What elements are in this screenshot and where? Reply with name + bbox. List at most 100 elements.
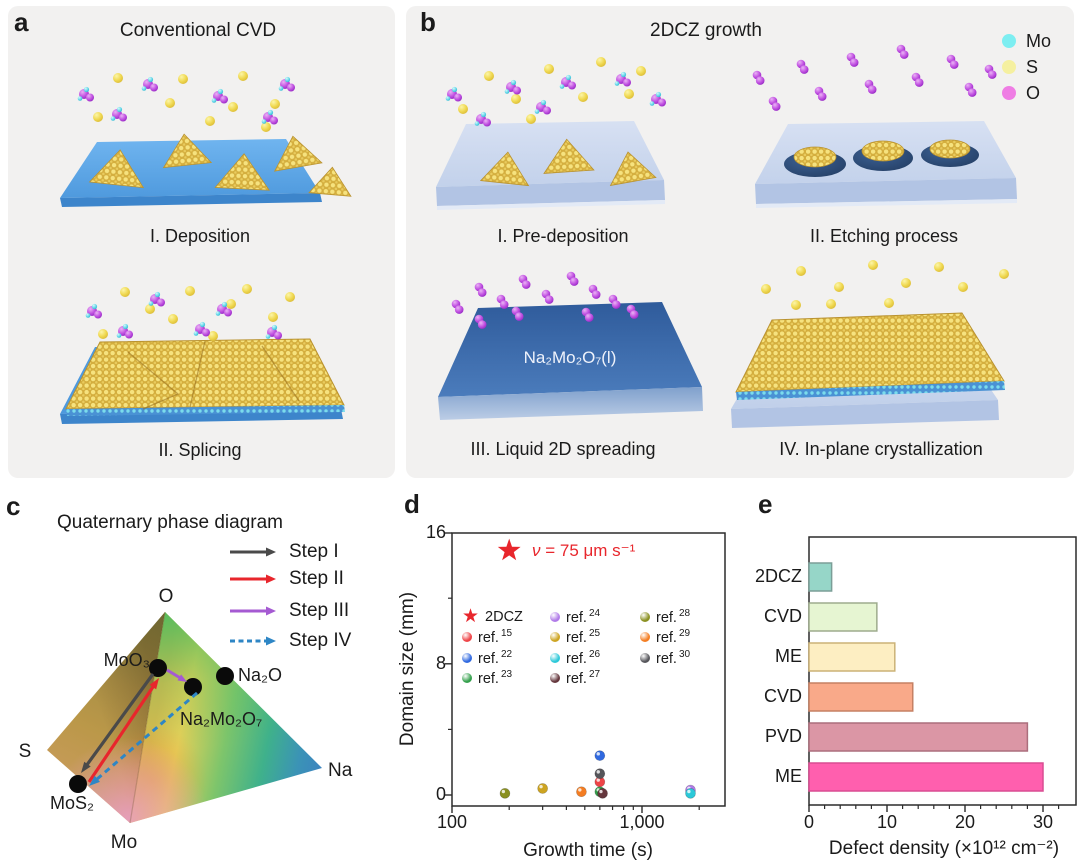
e-category-label: PVD — [764, 726, 802, 746]
caption-crystallization: IV. In-plane crystallization — [779, 439, 983, 459]
step-legend-item: Step I — [228, 541, 339, 562]
ref-dot-icon — [550, 611, 560, 622]
grain-boundaries — [127, 340, 300, 410]
compound-moo3: MoO₃ — [103, 650, 150, 670]
atom-legend-label: O — [1026, 82, 1041, 103]
oxide-molecule — [278, 76, 295, 92]
caption-predeposition: I. Pre-deposition — [497, 226, 629, 246]
defect-density-chart — [808, 536, 1077, 812]
ref-label: ref. 24 — [566, 607, 601, 626]
oxygen-molecule — [581, 307, 594, 322]
vertex-o: O — [158, 586, 174, 607]
oxide-molecule — [211, 88, 228, 104]
bar-pvd-4 — [808, 722, 1029, 752]
bar-me-2 — [808, 642, 896, 672]
gas-molecules — [77, 44, 1009, 341]
d-xtick-label: 100 — [436, 812, 468, 832]
bar-cvd-3 — [808, 682, 914, 712]
o-atom-icon — [1002, 86, 1016, 100]
ref-legend-item: ref. 23 — [462, 669, 513, 687]
ref-label: ref. 26 — [566, 648, 601, 667]
oxide-molecule — [265, 324, 282, 340]
oxide-molecule — [614, 71, 631, 87]
panel-e-label: e — [758, 489, 773, 519]
e-category-label: CVD — [763, 686, 802, 706]
d-ytick-label: 0 — [435, 784, 446, 804]
oxide-molecule — [141, 76, 158, 92]
oxygen-molecule — [566, 271, 579, 286]
panel-a-label: a — [14, 7, 29, 37]
oxide-molecule — [85, 303, 102, 319]
step-legend-label: Step IV — [289, 630, 352, 651]
crystal-flake — [162, 133, 213, 169]
step-arrow-icon — [230, 547, 276, 557]
ref-dot-icon — [462, 632, 472, 642]
ref-label: ref. 27 — [566, 669, 601, 687]
ref-dot-icon — [640, 632, 650, 642]
crystal-flakes — [88, 133, 657, 197]
point-mos2 — [69, 775, 87, 793]
point-na2o — [216, 667, 234, 685]
oxygen-molecule — [964, 82, 977, 97]
step-arrow-icon — [230, 606, 276, 616]
atom-legend-label: S — [1026, 56, 1039, 77]
vertex-s: S — [18, 741, 32, 762]
e-category-label: 2DCZ — [754, 566, 802, 586]
oxide-molecule — [116, 323, 133, 339]
scatter-point-ref-29 — [576, 786, 587, 798]
ref-label: ref. 28 — [656, 607, 691, 626]
ref-dot-icon — [462, 652, 472, 663]
caption-splicing: II. Splicing — [158, 440, 242, 460]
ref-label: ref. 23 — [478, 669, 513, 687]
phase-diagram-title: Quaternary phase diagram — [56, 512, 283, 533]
e-xtick-label: 30 — [1032, 812, 1054, 832]
e-category-label: ME — [775, 766, 802, 786]
oxygen-molecule — [896, 44, 909, 59]
d-ytick-label: 8 — [435, 652, 446, 673]
ref-legend-item: ref. 27 — [550, 669, 601, 687]
oxygen-molecule — [474, 282, 487, 297]
ref-legend-item: ref. 30 — [640, 649, 690, 666]
scene-a-splicing — [60, 338, 345, 424]
ref-legend-item: ref. 25 — [550, 628, 600, 646]
oxygen-molecule — [814, 86, 827, 101]
atom-legend-item: O — [1002, 82, 1041, 103]
caption-deposition: I. Deposition — [149, 226, 251, 246]
d-xlabel: Growth time (s) — [523, 840, 653, 861]
d-xtick-label: 1,000 — [619, 812, 665, 832]
liquid-formula-label: Na₂Mo₂O₇(l) — [523, 348, 617, 367]
step-legend-label: Step I — [289, 541, 339, 562]
panel-a-title: Conventional CVD — [119, 20, 277, 41]
legend-2dcz-label: 2DCZ — [485, 608, 523, 625]
ref-dot-icon — [550, 673, 560, 683]
caption-etching: II. Etching process — [809, 226, 959, 246]
scatter-point-ref-26 — [685, 788, 696, 799]
oxygen-molecule — [984, 64, 997, 79]
bar-me-5 — [808, 762, 1044, 792]
oxygen-molecule — [608, 294, 621, 309]
atom-legend-item: S — [1002, 56, 1039, 77]
oxide-molecule — [649, 91, 666, 107]
crystal-flake — [609, 151, 657, 186]
vertex-mo: Mo — [110, 832, 138, 853]
step-legend-item: Step III — [228, 600, 350, 621]
e-category-label: ME — [775, 646, 802, 666]
step-legend-label: Step III — [289, 600, 350, 621]
step-arrows — [81, 668, 198, 786]
atom-legend-label: Mo — [1026, 30, 1052, 51]
oxygen-molecule — [588, 284, 601, 299]
oxide-molecule — [215, 301, 232, 317]
oxygen-molecule — [864, 79, 877, 94]
nu-symbol: ν — [532, 541, 541, 560]
vertex-na: Na — [328, 760, 353, 781]
oxide-molecule — [559, 74, 576, 90]
e-category-label: CVD — [763, 606, 802, 626]
scatter-point-ref-30 — [594, 768, 606, 779]
ref-label: ref. 22 — [478, 648, 513, 667]
point-moo3 — [149, 659, 167, 677]
step-arrow-icon — [230, 574, 276, 584]
crystal-flake — [308, 166, 352, 197]
panel-b-title: 2DCZ growth — [650, 20, 762, 41]
crystal-flake — [214, 153, 270, 191]
